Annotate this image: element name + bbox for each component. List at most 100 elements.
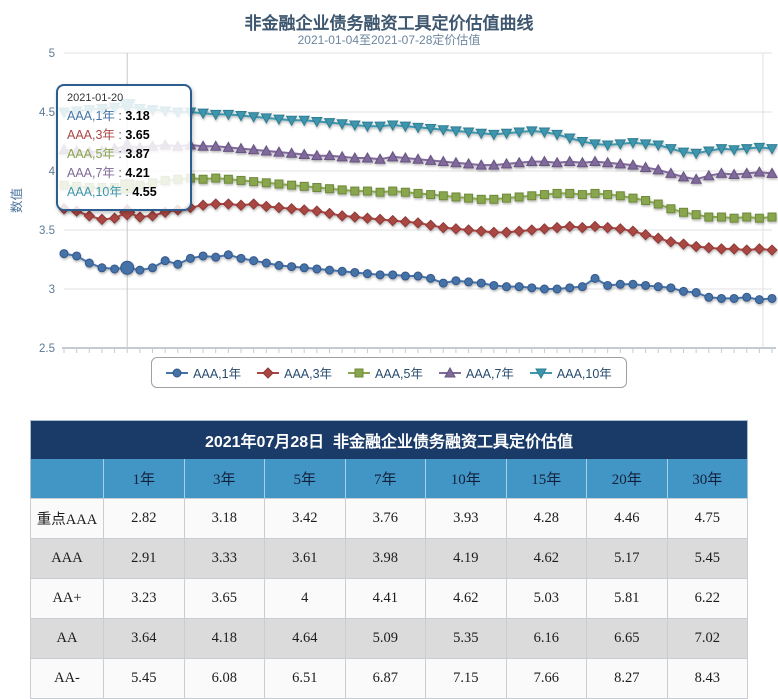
series-marker: [728, 145, 740, 156]
series-marker: [362, 269, 372, 279]
table-cell: 5.45: [666, 538, 748, 579]
series-marker: [641, 196, 651, 205]
table-title: 2021年07月28日 非金融企业债务融资工具定价估值: [30, 420, 748, 459]
series-marker: [223, 250, 233, 260]
series-marker: [247, 143, 260, 155]
legend-item-AAA,7年[interactable]: AAA,7年: [438, 363, 514, 382]
table-cell: 3.93: [425, 498, 507, 539]
series-marker: [311, 205, 323, 217]
series-marker: [236, 253, 246, 263]
series-marker: [311, 149, 323, 161]
table-cell: 8.43: [666, 658, 748, 699]
series-marker: [209, 140, 222, 151]
y-axis-tick-label: 3: [49, 284, 55, 296]
series-marker: [464, 277, 474, 287]
series-marker: [59, 249, 69, 259]
table-cell: 4.18: [183, 618, 265, 659]
table-cell: 3.65: [183, 578, 265, 619]
table-header-cell-empty: [30, 459, 104, 499]
series-marker: [729, 213, 739, 223]
table-cell: 3.76: [344, 498, 426, 539]
legend-item-AAA,5年[interactable]: AAA,5年: [348, 363, 423, 382]
table-cell: 6.16: [505, 618, 587, 659]
series-marker: [348, 151, 361, 163]
series-marker: [551, 129, 563, 141]
series-marker: [350, 267, 360, 277]
series-marker: [525, 155, 538, 167]
table-cell: 4.62: [425, 578, 507, 619]
series-marker: [350, 186, 360, 196]
series-marker: [652, 163, 665, 175]
series-marker: [210, 198, 222, 210]
series-marker: [399, 216, 412, 228]
series-marker: [413, 188, 423, 198]
series-marker: [677, 170, 690, 182]
series-marker: [298, 148, 311, 159]
series-marker: [754, 295, 764, 305]
series-marker: [525, 126, 538, 137]
legend-item-AAA,3年[interactable]: AAA,3年: [257, 363, 332, 382]
tooltip-value: 3.65: [125, 128, 150, 142]
table-cell: 5.45: [103, 658, 185, 699]
series-marker: [677, 238, 690, 250]
series-marker: [742, 292, 752, 302]
series-marker: [374, 213, 386, 226]
series-marker: [552, 284, 562, 294]
series-marker: [690, 173, 702, 184]
series-marker: [753, 243, 766, 255]
y-axis-tick-label: 2.5: [39, 343, 55, 355]
series-marker: [639, 161, 652, 172]
table-cell: 6.08: [183, 658, 265, 699]
row-label: AA: [30, 618, 104, 659]
table-cell: 4.28: [505, 498, 587, 539]
series-marker: [538, 127, 551, 139]
table-header-cell: 15年: [505, 459, 587, 499]
table-cell: 2.82: [103, 498, 185, 539]
series-marker: [766, 244, 778, 256]
series-marker: [299, 181, 309, 191]
series-marker: [489, 280, 499, 290]
series-marker: [690, 240, 702, 253]
series-marker: [615, 191, 625, 201]
series-marker: [261, 258, 271, 268]
table-cell: 3.18: [183, 498, 265, 539]
y-axis-tick-label: 3.5: [39, 225, 55, 237]
series-marker: [641, 280, 651, 290]
series-marker: [325, 265, 334, 275]
series-marker: [527, 283, 537, 293]
series-marker: [615, 279, 625, 289]
series-marker: [513, 156, 525, 168]
series-marker: [766, 167, 778, 178]
series-marker: [552, 188, 562, 198]
table-header-cell: 1年: [103, 459, 184, 499]
table-cell: 5.35: [425, 618, 507, 659]
legend-item-AAA,10年[interactable]: AAA,10年: [529, 363, 612, 382]
tooltip-separator: :: [114, 147, 126, 161]
table-row-AA: AA 3.64 4.18 4.64 5.09 5.35 6.16 6.65 7.02: [30, 618, 748, 659]
series-marker: [172, 368, 182, 377]
series-marker: [691, 210, 701, 220]
series-marker: [222, 141, 235, 152]
series-marker: [691, 288, 701, 298]
series-marker: [500, 226, 513, 239]
series-marker: [337, 185, 347, 195]
series-marker: [120, 260, 135, 275]
legend-item-AAA,1年[interactable]: AAA,1年: [166, 363, 241, 382]
table-cell: 5.09: [344, 618, 426, 659]
tooltip-series-label: AAA,3年: [67, 128, 115, 142]
series-marker: [740, 167, 753, 178]
series-marker: [247, 198, 260, 210]
series-marker: [666, 204, 676, 214]
series-marker: [323, 149, 336, 161]
series-marker: [488, 226, 500, 239]
valuation-table-wrap: 2021年07月28日 非金融企业债务融资工具定价估值 1年 3年 5年 7年 10年 1…: [30, 420, 748, 699]
tooltip-row: AAA,1年 : 3.18: [67, 107, 181, 126]
series-marker: [336, 119, 348, 130]
series-marker: [451, 192, 461, 202]
series-marker: [539, 190, 549, 200]
table-cell: 6.87: [344, 658, 426, 699]
series-marker: [96, 213, 108, 226]
series-marker: [462, 224, 475, 236]
table-cell: 3.42: [264, 498, 346, 539]
tooltip-separator: :: [114, 128, 126, 142]
